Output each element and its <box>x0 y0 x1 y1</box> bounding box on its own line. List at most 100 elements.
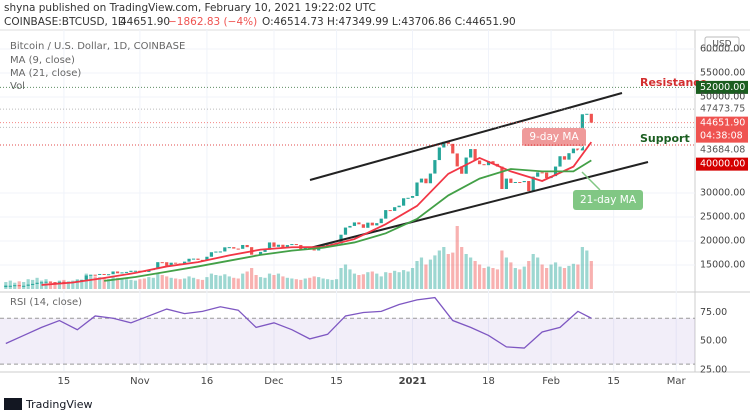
volume-bar <box>545 268 549 289</box>
candle <box>388 210 392 212</box>
volume-bar <box>415 261 419 289</box>
price-labels: 52000.00 47473.75 44651.90 04:38:08 43684.08… <box>0 80 748 171</box>
volume-bar <box>214 275 218 289</box>
chart-title: Bitcoin / U.S. Dollar, 1D, COINBASE <box>10 41 185 52</box>
candle <box>129 270 133 272</box>
candle <box>276 244 281 247</box>
candle <box>366 222 370 228</box>
volume-bar <box>303 278 307 289</box>
volume-bar <box>312 276 316 289</box>
x-tick-label: Mar <box>667 376 687 387</box>
volume-bar <box>57 280 62 289</box>
rsi-tick-label: 50.00 <box>700 336 727 347</box>
price-label-box <box>696 80 748 94</box>
volume-bar <box>366 272 370 289</box>
volume-bar <box>460 247 464 289</box>
volume-bar <box>254 275 258 289</box>
candle <box>428 173 433 184</box>
volume-bar <box>102 278 106 289</box>
volume-bar <box>308 277 312 289</box>
volume-legend: Vol <box>10 81 25 92</box>
y-tick-label: 20000.00 <box>700 236 745 247</box>
candle <box>267 242 272 250</box>
volume-bar <box>174 278 178 289</box>
candle <box>182 261 187 264</box>
volume-bar <box>334 279 339 289</box>
candle <box>446 141 450 144</box>
candle <box>504 178 508 190</box>
candle <box>26 284 30 286</box>
volume-bar <box>218 275 222 289</box>
candle <box>39 282 44 284</box>
ma-line <box>104 159 592 282</box>
price-label-box <box>696 157 748 171</box>
candle <box>89 274 93 276</box>
candle <box>156 262 160 270</box>
volume-bar <box>455 226 459 289</box>
x-tick-label: 15 <box>607 376 620 387</box>
volume-bar <box>138 279 142 289</box>
volume-bar <box>205 277 209 289</box>
ma21-box <box>573 190 643 210</box>
volume-bar <box>540 264 544 289</box>
volume-bar <box>527 261 531 289</box>
candle <box>214 251 218 253</box>
ma9-box <box>522 128 586 146</box>
currency-box <box>704 36 740 52</box>
volume-bar <box>200 279 205 289</box>
candle <box>263 249 267 252</box>
volume-bar <box>129 279 133 289</box>
volume-bar <box>124 279 129 289</box>
volume-bar <box>178 279 182 289</box>
volume-bar <box>469 257 473 289</box>
volume-bar <box>62 279 66 289</box>
resistance-trendline <box>309 92 623 181</box>
candle <box>513 182 517 184</box>
volume-bar <box>567 265 571 289</box>
candle <box>22 285 26 287</box>
volume-bar <box>433 255 437 289</box>
volume-bar <box>491 268 495 289</box>
logo-mark <box>4 398 22 410</box>
volume-bar <box>133 280 138 289</box>
volume-bar <box>165 276 169 289</box>
legend-entry: MA (9, close) <box>10 55 75 66</box>
candle <box>357 222 361 225</box>
candle <box>509 178 513 183</box>
volume-bar <box>348 269 352 289</box>
candle <box>482 164 486 166</box>
candle <box>379 218 383 224</box>
candle <box>401 198 406 206</box>
support-label: Support <box>640 132 690 145</box>
volume-bar <box>98 277 102 289</box>
y-tick-label: 30000.00 <box>700 188 745 199</box>
candle <box>540 172 544 174</box>
volume-bar <box>375 273 379 289</box>
volume-bar <box>285 277 289 289</box>
volume-bar <box>250 268 254 289</box>
volume-bar <box>486 266 491 289</box>
volume-bar <box>576 264 580 289</box>
price-label: 47473.75 <box>700 104 745 115</box>
x-tick-label: Feb <box>542 376 560 387</box>
candle <box>294 244 298 246</box>
brand: TradingView <box>25 398 92 411</box>
ma9-note: 9-day MA <box>529 131 579 143</box>
candle <box>187 258 191 262</box>
volume <box>4 226 593 289</box>
candle <box>370 222 374 226</box>
volume-bar <box>428 259 433 289</box>
candle <box>13 285 17 287</box>
candle <box>165 262 169 266</box>
volume-bar <box>120 278 124 289</box>
price-label-box <box>696 143 748 157</box>
volume-bar <box>571 263 576 289</box>
volume-bar <box>326 279 330 289</box>
volume-bar <box>263 277 267 289</box>
candle <box>93 274 97 276</box>
y-tick-label: 50000.00 <box>700 92 745 103</box>
candle <box>285 245 289 248</box>
volume-bar <box>245 271 249 289</box>
candle <box>406 197 410 199</box>
